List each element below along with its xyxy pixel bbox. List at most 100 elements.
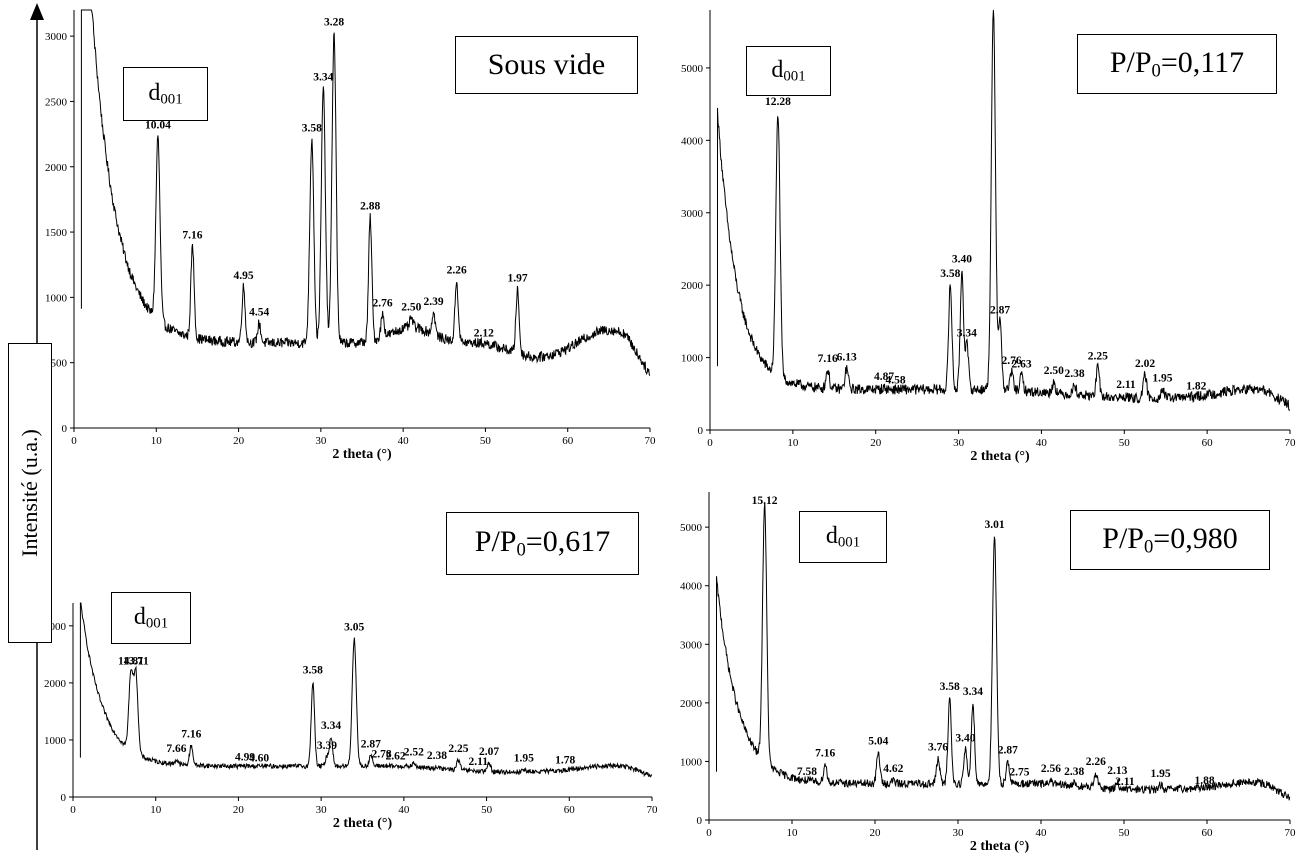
- y-tick-label: 1000: [680, 756, 703, 768]
- peak-label: 2.11: [469, 756, 489, 768]
- y-tick-label: 5000: [680, 522, 703, 534]
- peak-label: 4.60: [249, 753, 269, 765]
- x-tick-label: 50: [1119, 437, 1131, 449]
- x-axis-label: 2 theta (°): [970, 449, 1030, 464]
- x-tick-label: 50: [480, 435, 492, 447]
- x-tick-label: 10: [151, 435, 163, 447]
- peak-label: 12.28: [765, 96, 791, 108]
- peak-label: 2.63: [1011, 359, 1031, 371]
- x-tick-label: 10: [150, 804, 162, 816]
- peak-label: 2.88: [360, 201, 380, 213]
- x-tick-label: 30: [953, 437, 965, 449]
- peak-label: 1.95: [1152, 372, 1172, 384]
- y-axis-label-box: Intensité (u.a.): [8, 343, 52, 643]
- peak-label: 2.26: [1086, 756, 1106, 768]
- x-tick-label: 60: [562, 435, 574, 447]
- peak-label: 3.34: [957, 328, 977, 340]
- condition-box-p0980: P/P0=0,980: [1070, 510, 1270, 570]
- d001-label-panel-2: d001: [771, 56, 806, 85]
- chart-panel-4: 0 10 20 30 40 50 60 70 0 1000 2000 3000 4000 5000 2 th…: [680, 492, 1296, 854]
- peak-label: 7.58: [797, 766, 817, 778]
- condition-label-p0980: P/P0=0,980: [1102, 521, 1238, 558]
- d001-box-panel-1: d001: [123, 67, 208, 121]
- peak-label: 4.95: [233, 270, 253, 282]
- peak-label: 7.16: [182, 229, 202, 241]
- y-axis-arrowhead: [30, 3, 44, 20]
- y-tick-label: 0: [697, 815, 703, 827]
- x-tick-label: 0: [70, 804, 76, 816]
- peak-label: 2.76: [373, 297, 393, 309]
- d001-label-panel-4: d001: [825, 522, 861, 551]
- d001-box-panel-4: d001: [799, 511, 887, 563]
- condition-label-p0117: P/P0=0,117: [1109, 45, 1245, 82]
- peak-label: 3.58: [940, 681, 960, 693]
- peak-label: 2.50: [1044, 365, 1064, 377]
- y-tick-label: 1000: [45, 292, 68, 304]
- peak-label: 3.58: [302, 122, 322, 134]
- x-tick-label: 0: [706, 827, 712, 839]
- peak-label: 1.82: [1186, 380, 1206, 392]
- y-tick-label: 2500: [45, 96, 68, 108]
- peak-label: 15.12: [752, 495, 778, 507]
- y-tick-label: 0: [61, 792, 67, 804]
- peak-label: 3.58: [303, 665, 323, 677]
- diffraction-pattern-line: [80, 9, 651, 376]
- peak-label: 3.39: [317, 740, 337, 752]
- diffraction-pattern-line: [79, 602, 653, 778]
- condition-box-p0117: P/P0=0,117: [1077, 34, 1277, 94]
- x-tick-label: 70: [645, 435, 657, 447]
- peak-label: 2.52: [404, 746, 424, 758]
- peak-label: 2.11: [1115, 776, 1135, 788]
- condition-box-p0617: P/P0=0,617: [446, 512, 639, 575]
- condition-label-sous-vide: Sous vide: [487, 48, 606, 81]
- peak-label: 4.58: [886, 375, 906, 387]
- y-tick-label: 0: [62, 423, 68, 435]
- diffraction-pattern-line: [716, 502, 1291, 801]
- y-tick-label: 2000: [44, 678, 67, 690]
- x-tick-label: 30: [316, 804, 328, 816]
- d001-label-panel-1: d001: [148, 79, 183, 108]
- x-tick-label: 70: [1285, 437, 1297, 449]
- peak-label: 3.01: [984, 519, 1004, 531]
- peak-label: 3.34: [313, 71, 333, 83]
- peak-label: 2.12: [474, 327, 494, 339]
- peak-label: 2.07: [479, 746, 499, 758]
- x-tick-label: 20: [870, 437, 882, 449]
- diffraction-pattern-line: [717, 9, 1291, 412]
- chart-panel-1: 0 10 20 30 40 50 60 70 0 500 1000 1500 2000 2500 3000 2…: [45, 9, 657, 462]
- peak-label: 2.13: [1107, 765, 1127, 777]
- peak-label: 3.40: [955, 733, 975, 745]
- peak-label: 2.50: [401, 301, 421, 313]
- x-tick-label: 20: [233, 435, 245, 447]
- y-tick-label: 2000: [45, 162, 68, 174]
- peak-label: 4.87: [874, 371, 894, 383]
- peak-label: 1.78: [555, 754, 575, 766]
- x-tick-label: 60: [1202, 827, 1214, 839]
- x-tick-label: 30: [315, 435, 327, 447]
- peak-label: 2.75: [1009, 767, 1029, 779]
- peak-label: 1.95: [1150, 768, 1170, 780]
- peak-label: 3.34: [321, 720, 341, 732]
- y-tick-label: 3000: [45, 31, 68, 43]
- y-axis-label: Intensité (u.a.): [17, 429, 42, 557]
- x-tick-label: 50: [1119, 827, 1131, 839]
- peak-label: 13.71: [123, 656, 149, 668]
- peak-label: 2.25: [1088, 351, 1108, 363]
- peak-label: 7.16: [818, 353, 838, 365]
- peak-label: 2.38: [427, 750, 447, 762]
- peak-label: 4.62: [883, 763, 903, 775]
- y-tick-label: 4000: [680, 581, 703, 593]
- x-tick-label: 70: [647, 804, 659, 816]
- peak-label: 2.62: [386, 750, 406, 762]
- peak-label: 2.76: [1002, 355, 1022, 367]
- x-tick-label: 50: [481, 804, 493, 816]
- peak-label: 3.28: [324, 17, 344, 29]
- x-tick-label: 70: [1285, 827, 1297, 839]
- x-tick-label: 60: [1202, 437, 1214, 449]
- peak-label: 2.38: [1065, 368, 1085, 380]
- x-axis-label: 2 theta (°): [333, 816, 393, 831]
- peak-label: 7.16: [815, 747, 835, 759]
- x-tick-label: 40: [398, 804, 410, 816]
- peak-label: 2.56: [1041, 763, 1061, 775]
- peak-label: 3.40: [952, 254, 972, 266]
